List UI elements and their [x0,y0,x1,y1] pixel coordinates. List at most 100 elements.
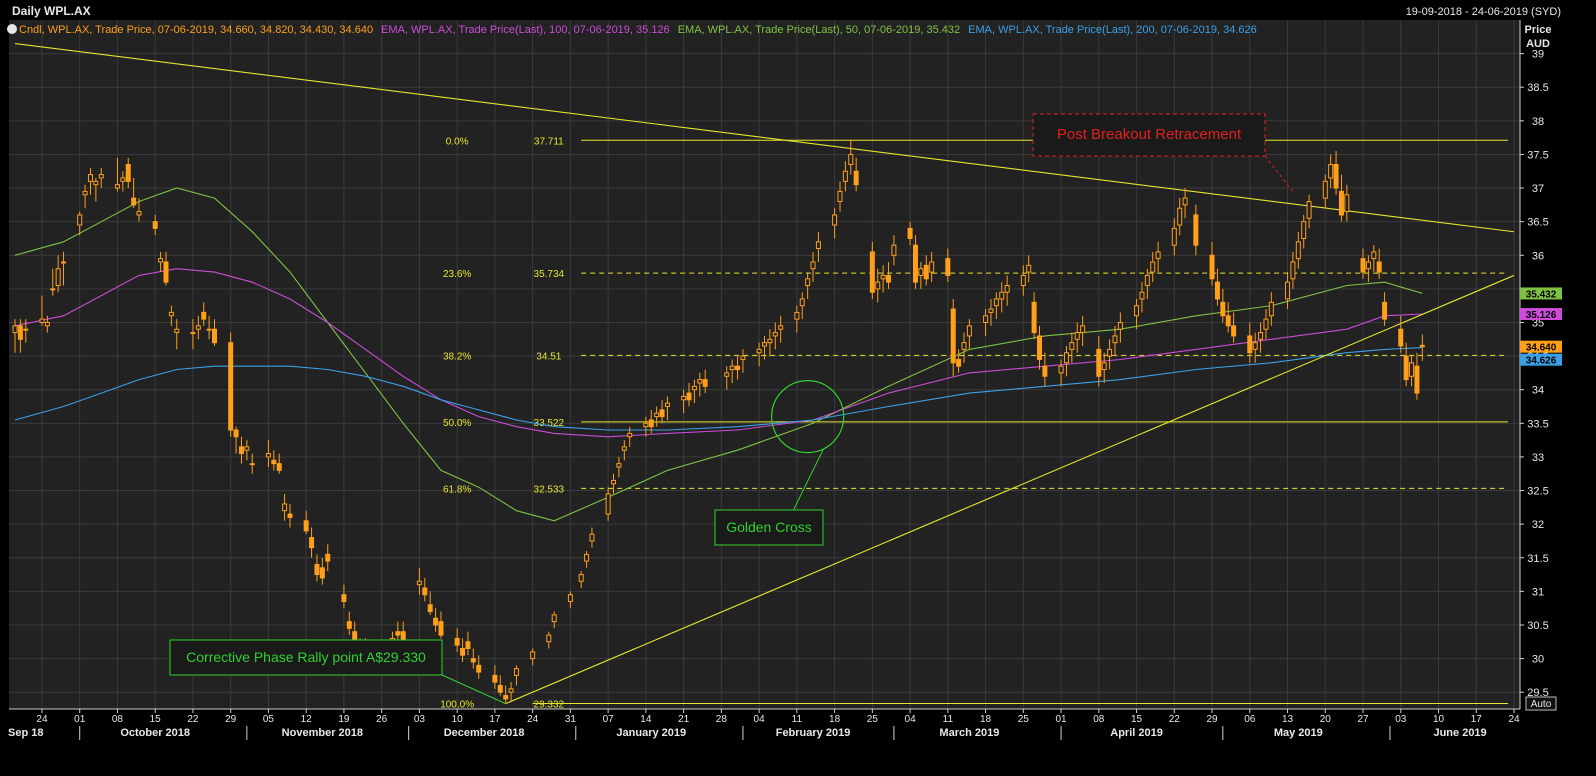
candle-body [50,288,56,291]
candle-body [271,459,277,465]
y-tick-label: 33 [1532,452,1544,464]
y-tick-label: 36.5 [1527,217,1548,229]
candle-body [82,190,88,196]
rally-point-label: Corrective Phase Rally point A$29.330 [186,649,426,665]
candle-body [589,533,595,542]
x-tick-label: 24 [36,714,48,725]
trendlines [14,42,1515,705]
post-breakout-pointer [1264,155,1294,192]
candle-body [530,651,536,660]
y-axis-currency-label: AUD [1526,38,1550,50]
auto-scale-button[interactable]: Auto [1525,696,1557,711]
candle-body [832,214,838,226]
candle-body [23,328,29,331]
x-tick-label: 25 [1018,714,1030,725]
candle-body [1371,251,1377,260]
candle-body [476,664,482,673]
candle-body [842,170,848,182]
candle-body [1112,335,1118,344]
candle-body [1290,261,1296,280]
candle-body [44,321,50,327]
candle-body [465,641,471,650]
price-badge [1520,340,1562,353]
candle-body [772,332,778,337]
x-tick-label: 11 [792,714,803,725]
candle-body [999,291,1005,300]
x-month-label: January 2019 [616,727,686,739]
candle-body [869,251,875,293]
candle-body [249,463,255,466]
golden-cross-circle [771,379,845,454]
x-tick-label: 12 [301,714,313,725]
x-month-label: April 2019 [1110,727,1163,739]
legend-ema50: EMA, WPL.AX, Trade Price(Last), 50, 07-0… [678,24,960,36]
price-badge-label: 35.126 [1526,310,1557,321]
candle-body [1285,281,1291,300]
candle-body [1155,251,1161,260]
x-tick-label: 22 [1169,714,1181,725]
candle-body [907,227,913,239]
candle-body [1036,335,1042,360]
candle-body [735,365,741,371]
fib-level-percent: 23.6% [443,269,471,280]
x-tick-label: 15 [150,714,162,725]
candle-body [206,328,212,331]
x-tick-label: 17 [489,714,501,725]
y-axis-price-label: Price [1525,24,1552,36]
legend: Cndl, WPL.AX, Trade Price, 07-06-2019, 3… [7,24,1257,36]
candle-body [993,298,999,307]
candle-body [282,503,288,512]
x-tick-label: 14 [640,714,652,725]
x-axis: 24 01 08 15 22 29 05 12 19 26 03 10 17 24 31 07 14 21 28 04… [8,708,1520,740]
trendline [505,274,1515,705]
golden-cross-box [714,509,824,546]
price-badge-label: 35.432 [1526,289,1557,300]
candle-body [1058,365,1064,374]
candle-body [1252,342,1258,350]
candle-body [1020,274,1026,287]
price-badge [1520,353,1562,366]
fib-level-value: 32.533 [534,484,565,495]
golden-cross-pointer [792,448,825,512]
candle-body [616,463,622,468]
chart-title: Daily WPL.AX [12,4,91,18]
candle-body [810,261,816,270]
candle-body [1295,241,1301,260]
candle-body [238,446,244,455]
candle-body [1414,365,1420,394]
x-month-label: December 2018 [444,727,525,739]
y-tick-label: 31 [1532,586,1544,598]
plot-area[interactable] [9,20,1520,709]
auto-button-frame[interactable] [1525,696,1557,711]
x-tick-label: 10 [452,714,464,725]
candle-body [697,379,703,384]
candle-body [1004,285,1010,293]
x-tick-label: 29 [1206,714,1218,725]
candle-body [1258,332,1264,340]
candle-body [654,412,660,418]
candle-body [1063,352,1069,364]
x-month-label: March 2019 [939,727,999,739]
candle-body [961,342,967,350]
candle-body [1171,227,1177,246]
y-tick-label: 37.5 [1527,149,1548,161]
candle-body [702,379,708,387]
price-badge [1520,287,1562,300]
x-tick-label: 04 [754,714,766,725]
candle-body [395,631,401,636]
legend-clock-icon[interactable] [7,24,17,34]
candle-body [767,338,773,344]
candle-body [276,463,282,471]
fib-level-percent: 61.8% [443,484,471,495]
x-tick-label: 24 [1508,714,1520,725]
x-month-label: May 2019 [1274,727,1323,739]
x-tick-label: 13 [1282,714,1294,725]
fib-level-value: 33.522 [534,418,565,429]
x-tick-label: 04 [905,714,917,725]
candle-body [460,648,466,656]
candle-body [346,621,352,629]
post-breakout-label: Post Breakout Retracement [1057,126,1242,143]
fib-level-value: 35.734 [534,269,565,280]
candle-body [497,684,503,693]
x-tick-label: 10 [1433,714,1445,725]
